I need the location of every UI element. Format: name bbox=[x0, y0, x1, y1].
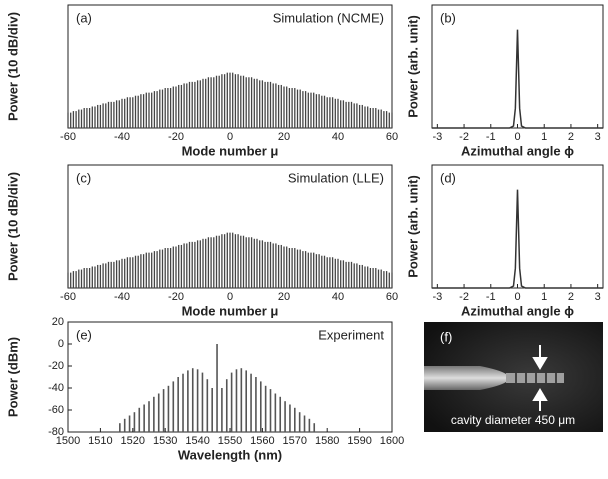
photo-panel: (f) cavity diameter 450 μm bbox=[424, 322, 603, 432]
annotation: Simulation (NCME) bbox=[273, 10, 384, 25]
intensity-line bbox=[432, 189, 603, 289]
cavity-grooves bbox=[515, 373, 557, 383]
x-tick-label: 0 bbox=[514, 291, 520, 303]
panel-label: (a) bbox=[76, 10, 92, 25]
y-axis-label: Power (arb. unit) bbox=[405, 15, 420, 118]
x-tick-label: -2 bbox=[459, 291, 469, 303]
x-axis-label: Mode number μ bbox=[182, 143, 279, 158]
cavity bbox=[506, 373, 564, 383]
x-tick-label: 0 bbox=[227, 291, 233, 303]
y-tick-label: -60 bbox=[48, 404, 64, 416]
x-tick-label: 3 bbox=[595, 131, 601, 143]
x-tick-label: 1580 bbox=[315, 435, 339, 447]
x-tick-label: -60 bbox=[60, 131, 76, 143]
panel-label: (e) bbox=[76, 327, 92, 342]
x-tick-label: 1510 bbox=[88, 435, 112, 447]
x-tick-label: 0 bbox=[514, 131, 520, 143]
panel-label: (b) bbox=[440, 10, 456, 25]
x-tick-label: -1 bbox=[486, 291, 496, 303]
fiber bbox=[424, 366, 506, 390]
x-tick-label: 20 bbox=[278, 291, 290, 303]
panel-label: (d) bbox=[440, 170, 456, 185]
x-tick-label: 1590 bbox=[347, 435, 371, 447]
x-tick-label: 3 bbox=[595, 291, 601, 303]
x-tick-label: 2 bbox=[568, 131, 574, 143]
x-tick-label: 60 bbox=[386, 131, 398, 143]
y-tick-label: 0 bbox=[58, 338, 64, 350]
x-tick-label: 1540 bbox=[185, 435, 209, 447]
y-tick-label: -20 bbox=[48, 360, 64, 372]
y-tick-label: 20 bbox=[52, 316, 64, 328]
x-tick-label: -3 bbox=[432, 131, 442, 143]
x-tick-label: -2 bbox=[459, 131, 469, 143]
x-tick-label: -1 bbox=[486, 131, 496, 143]
y-tick-label: -40 bbox=[48, 382, 64, 394]
x-tick-label: 40 bbox=[332, 291, 344, 303]
annotation: Simulation (LLE) bbox=[288, 170, 384, 185]
x-axis-label: Azimuthal angle ϕ bbox=[461, 303, 574, 318]
y-axis-label: Power (arb. unit) bbox=[405, 175, 420, 278]
y-axis-label: Power (10 dB/div) bbox=[5, 172, 20, 281]
x-tick-label: 1600 bbox=[380, 435, 404, 447]
x-tick-label: -40 bbox=[114, 131, 130, 143]
x-tick-label: 1 bbox=[541, 291, 547, 303]
x-tick-label: 1520 bbox=[121, 435, 145, 447]
y-tick-label: -80 bbox=[48, 426, 64, 438]
intensity-line bbox=[432, 29, 603, 129]
panel-label: (f) bbox=[440, 329, 452, 344]
x-tick-label: 1500 bbox=[56, 435, 80, 447]
panel-label: (c) bbox=[76, 170, 91, 185]
arrows bbox=[532, 345, 548, 411]
x-tick-label: 40 bbox=[332, 131, 344, 143]
x-tick-label: 1530 bbox=[153, 435, 177, 447]
plot-frame bbox=[431, 4, 604, 129]
x-tick-label: -40 bbox=[114, 291, 130, 303]
x-tick-label: 60 bbox=[386, 291, 398, 303]
x-tick-label: 1550 bbox=[218, 435, 242, 447]
y-axis-label: Power (10 dB/div) bbox=[5, 12, 20, 121]
x-tick-label: 2 bbox=[568, 291, 574, 303]
x-tick-label: 1560 bbox=[250, 435, 274, 447]
plot-frame bbox=[431, 164, 604, 289]
x-tick-label: 1570 bbox=[283, 435, 307, 447]
x-tick-label: 20 bbox=[278, 131, 290, 143]
annotation: Experiment bbox=[318, 327, 384, 342]
x-axis-label: Mode number μ bbox=[182, 303, 279, 318]
x-tick-label: -3 bbox=[432, 291, 442, 303]
x-tick-label: 1 bbox=[541, 131, 547, 143]
x-tick-label: -60 bbox=[60, 291, 76, 303]
x-tick-label: 0 bbox=[227, 131, 233, 143]
x-tick-label: -20 bbox=[168, 131, 184, 143]
y-axis-label: Power (dBm) bbox=[5, 337, 20, 417]
x-axis-label: Azimuthal angle ϕ bbox=[461, 143, 574, 158]
x-axis-label: Wavelength (nm) bbox=[178, 447, 282, 462]
x-tick-label: -20 bbox=[168, 291, 184, 303]
photo-caption: cavity diameter 450 μm bbox=[451, 413, 575, 427]
